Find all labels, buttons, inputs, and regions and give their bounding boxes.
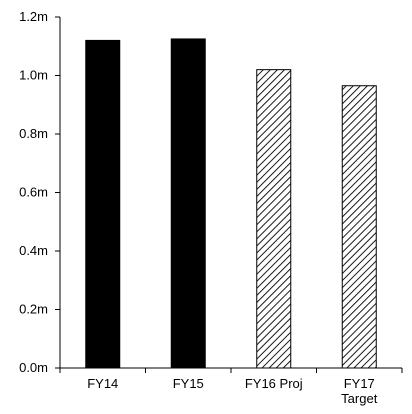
x-category-label: FY15 bbox=[173, 376, 204, 391]
y-tick-label: 0.2m bbox=[19, 302, 48, 317]
bar-fy15 bbox=[170, 38, 206, 369]
x-category-label-line2: Target bbox=[341, 391, 378, 406]
x-category-label: FY14 bbox=[87, 376, 118, 391]
y-tick-label: 0.8m bbox=[19, 126, 48, 141]
y-tick-label: 0.0m bbox=[19, 360, 48, 375]
y-tick-label: 1.2m bbox=[19, 9, 48, 24]
chart-labels: 0.0m 0.2m 0.4m 0.6m 0.8m 1.0m 1.2m FY14 FY15 FY16… bbox=[19, 9, 378, 406]
x-category-label: FY17 bbox=[344, 376, 375, 391]
chart-bars bbox=[85, 38, 377, 369]
y-tick-label: 0.6m bbox=[19, 185, 48, 200]
x-category-label: FY16 Proj bbox=[245, 376, 303, 391]
y-tick-label: 0.4m bbox=[19, 243, 48, 258]
bar-fy17 bbox=[341, 85, 377, 369]
y-tick-label: 1.0m bbox=[19, 68, 48, 83]
bar-fy14 bbox=[85, 39, 121, 369]
bar-fy16-proj bbox=[256, 69, 292, 369]
